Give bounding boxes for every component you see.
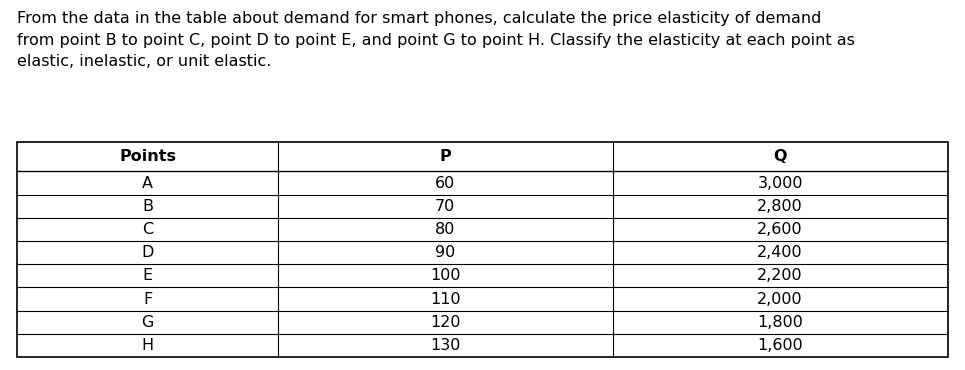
Text: 2,000: 2,000: [758, 292, 803, 306]
Text: A: A: [142, 175, 153, 191]
Text: 100: 100: [430, 268, 460, 283]
Text: 80: 80: [435, 222, 455, 237]
Text: Points: Points: [119, 149, 176, 164]
Text: 1,600: 1,600: [758, 338, 803, 353]
Text: C: C: [142, 222, 153, 237]
Text: 2,600: 2,600: [758, 222, 803, 237]
Text: 2,800: 2,800: [758, 199, 803, 214]
Text: F: F: [143, 292, 152, 306]
Text: 2,200: 2,200: [758, 268, 803, 283]
Text: B: B: [142, 199, 153, 214]
Text: 90: 90: [435, 245, 455, 260]
Text: 130: 130: [430, 338, 460, 353]
Text: From the data in the table about demand for smart phones, calculate the price el: From the data in the table about demand …: [17, 11, 855, 69]
Text: D: D: [142, 245, 153, 260]
Text: E: E: [143, 268, 152, 283]
Text: 120: 120: [430, 315, 460, 330]
Text: 2,400: 2,400: [758, 245, 803, 260]
Text: Q: Q: [773, 149, 786, 164]
Text: 1,800: 1,800: [758, 315, 803, 330]
Text: 110: 110: [430, 292, 460, 306]
Text: H: H: [142, 338, 153, 353]
Text: 3,000: 3,000: [758, 175, 803, 191]
Text: P: P: [439, 149, 452, 164]
Text: 60: 60: [435, 175, 455, 191]
Text: 70: 70: [435, 199, 455, 214]
Text: G: G: [142, 315, 153, 330]
Bar: [17, 142, 948, 357]
